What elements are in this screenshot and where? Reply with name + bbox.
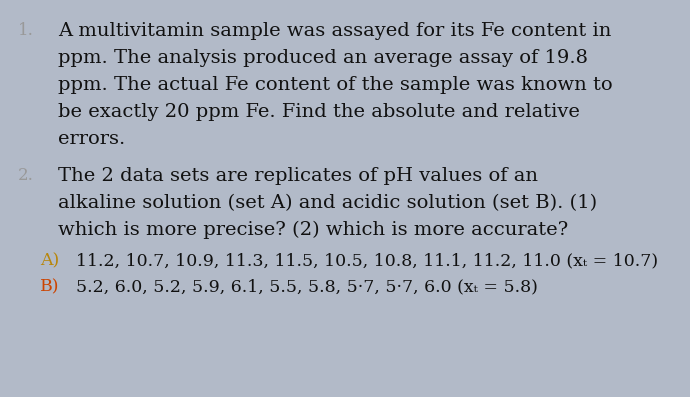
Text: B): B) bbox=[40, 278, 59, 295]
Text: 2.: 2. bbox=[18, 167, 34, 184]
Text: 5.2, 6.0, 5.2, 5.9, 6.1, 5.5, 5.8, 5·7, 5·7, 6.0 (xₜ = 5.8): 5.2, 6.0, 5.2, 5.9, 6.1, 5.5, 5.8, 5·7, … bbox=[76, 278, 538, 295]
Text: A): A) bbox=[40, 252, 59, 269]
Text: ppm. The analysis produced an average assay of 19.8: ppm. The analysis produced an average as… bbox=[58, 49, 588, 67]
Text: which is more precise? (2) which is more accurate?: which is more precise? (2) which is more… bbox=[58, 221, 569, 239]
Text: ppm. The actual Fe content of the sample was known to: ppm. The actual Fe content of the sample… bbox=[58, 76, 613, 94]
Text: alkaline solution (set A) and acidic solution (set B). (1): alkaline solution (set A) and acidic sol… bbox=[58, 194, 597, 212]
Text: The 2 data sets are replicates of pH values of an: The 2 data sets are replicates of pH val… bbox=[58, 167, 538, 185]
Text: be exactly 20 ppm Fe. Find the absolute and relative: be exactly 20 ppm Fe. Find the absolute … bbox=[58, 103, 580, 121]
Text: 11.2, 10.7, 10.9, 11.3, 11.5, 10.5, 10.8, 11.1, 11.2, 11.0 (xₜ = 10.7): 11.2, 10.7, 10.9, 11.3, 11.5, 10.5, 10.8… bbox=[76, 252, 658, 269]
Text: errors.: errors. bbox=[58, 130, 126, 148]
Text: A multivitamin sample was assayed for its Fe content in: A multivitamin sample was assayed for it… bbox=[58, 22, 611, 40]
Text: 1.: 1. bbox=[18, 22, 34, 39]
